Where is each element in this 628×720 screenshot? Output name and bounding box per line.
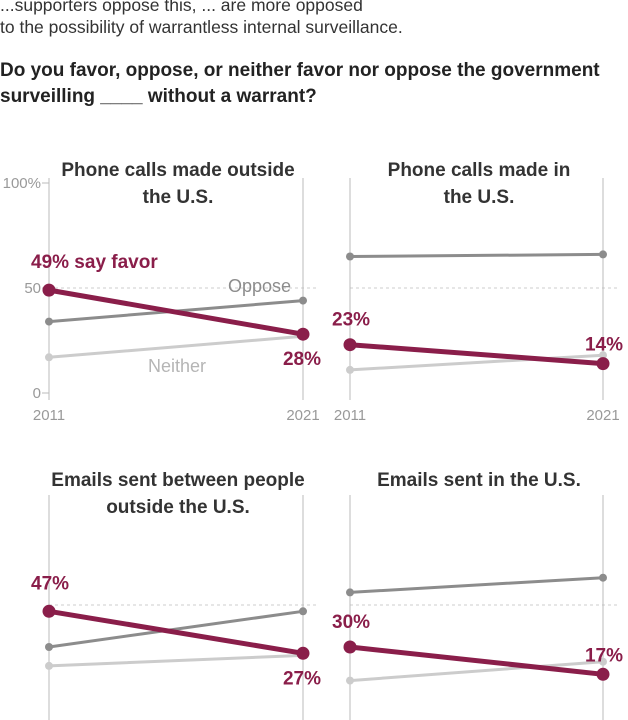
intro-line-1: ...supporters oppose this, ... are more …	[0, 0, 363, 15]
x-tick-label: 2021	[586, 407, 619, 424]
point-favor-2011	[42, 283, 56, 297]
oppose-series-label: Oppose	[228, 276, 291, 296]
point-oppose-2011	[346, 588, 354, 597]
point-oppose-2011	[346, 252, 354, 261]
favor-end-label: 14%	[585, 335, 623, 356]
point-favor-2021	[296, 327, 310, 341]
series-line-neither	[348, 353, 605, 372]
point-favor-2011	[42, 604, 56, 618]
favor-start-label: 49% say favor	[31, 252, 158, 273]
point-oppose-2021	[599, 573, 607, 582]
series-line-oppose	[348, 252, 605, 258]
point-neither-2011	[346, 365, 354, 374]
series-line-oppose	[47, 609, 305, 649]
x-tick-label: 2011	[334, 407, 366, 424]
y-tick-label: 50	[24, 280, 41, 297]
point-neither-2011	[45, 353, 53, 362]
series-line-neither	[348, 660, 605, 683]
panel-title-line-1: Phone calls made in	[388, 160, 571, 181]
panel-title-line-1: Emails sent in the U.S.	[377, 470, 581, 491]
point-oppose-2021	[599, 250, 607, 259]
point-oppose-2011	[45, 643, 53, 651]
series-line-neither	[47, 334, 305, 359]
favor-start-label: 23%	[332, 310, 370, 331]
intro-line-2: to the possibility of warrantless intern…	[0, 17, 403, 37]
x-tick-label: 2011	[33, 407, 65, 424]
point-neither-2011	[45, 661, 53, 670]
point-favor-2011	[343, 640, 357, 654]
y-tick-label: 0	[33, 385, 41, 402]
neither-series-label: Neither	[148, 356, 206, 376]
intro-text: ...supporters oppose this, ... are more …	[0, 0, 628, 38]
panel-title-line-2: outside the U.S.	[106, 497, 250, 518]
series-line-oppose	[348, 576, 605, 594]
favor-end-label: 28%	[283, 349, 321, 370]
chart-panel-3: Emails sent between people outside the U.…	[31, 470, 321, 720]
favor-end-label: 17%	[585, 645, 623, 666]
panel-title-line-2: the U.S.	[143, 187, 214, 208]
series-line-favor	[46, 287, 306, 337]
favor-end-label: 27%	[283, 668, 321, 689]
point-favor-2021	[596, 667, 610, 681]
point-oppose-2021	[299, 607, 307, 616]
chart-panel-4: Emails sent in the U.S. 30% 17%	[332, 470, 623, 720]
x-tick-label: 2021	[286, 407, 319, 424]
point-favor-2021	[596, 357, 610, 371]
panel-title-line-2: the U.S.	[444, 187, 515, 208]
point-favor-2021	[296, 646, 310, 660]
panel-title-line-1: Phone calls made outside	[61, 160, 294, 181]
series-line-neither	[47, 653, 305, 668]
chart-panel-1: Phone calls made outside the U.S. 100% 50 0 2…	[3, 160, 321, 424]
y-tick-label: 100%	[3, 175, 41, 192]
series-line-favor	[347, 644, 606, 677]
favor-start-label: 30%	[332, 612, 370, 633]
series-line-favor	[347, 342, 606, 367]
point-neither-2011	[346, 676, 354, 685]
point-oppose-2021	[299, 296, 307, 305]
point-neither-2021	[599, 657, 607, 666]
point-oppose-2011	[45, 317, 53, 326]
series-line-favor	[46, 608, 306, 656]
panel-title-line-1: Emails sent between people	[51, 470, 304, 491]
chart-panel-2: Phone calls made in the U.S. 2011 2021 23% 14…	[332, 160, 623, 424]
favor-start-label: 47%	[31, 573, 69, 594]
survey-question: Do you favor, oppose, or neither favor n…	[0, 60, 600, 107]
point-favor-2011	[343, 338, 357, 352]
point-neither-2021	[599, 351, 607, 360]
